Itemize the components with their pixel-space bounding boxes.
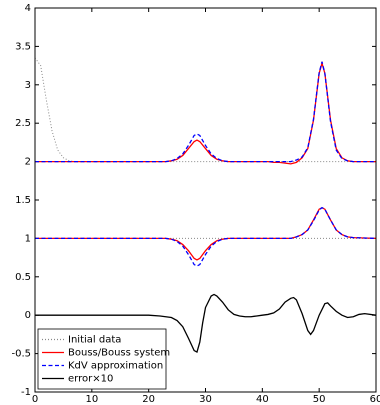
series-line [35, 61, 377, 267]
x-tick-label: 30 [199, 394, 212, 405]
y-tick-label: 0 [25, 310, 31, 321]
x-tick-label: 40 [256, 394, 269, 405]
axes-frame [34, 7, 377, 393]
y-tick-label: 3 [25, 80, 31, 91]
legend: Initial data Bouss/Bouss system KdV approx… [37, 328, 170, 390]
legend-label: KdV approximation [68, 361, 163, 372]
legend-label: Bouss/Bouss system [68, 348, 170, 359]
series-line [35, 293, 377, 354]
legend-label: error×10 [68, 374, 113, 385]
y-tick-label: 1 [25, 233, 31, 244]
y-tick-label: -1 [21, 387, 31, 398]
x-tick-label: 60 [370, 394, 380, 405]
x-tick-label: 50 [313, 394, 326, 405]
x-tick-label: 10 [85, 394, 98, 405]
y-tick-label: 3.5 [15, 41, 31, 52]
y-tick-label: 1.5 [15, 195, 31, 206]
x-tick-label: 20 [142, 394, 155, 405]
y-tick-label: -0.5 [11, 349, 31, 360]
y-tick-label: 2.5 [15, 118, 31, 129]
y-tick-label: 2 [25, 157, 31, 168]
legend-label: Initial data [68, 335, 121, 346]
series-line [34, 57, 376, 239]
y-tick-label: 4 [25, 3, 31, 14]
x-tick-label: 0 [32, 394, 38, 405]
y-tick-label: 0.5 [15, 272, 31, 283]
